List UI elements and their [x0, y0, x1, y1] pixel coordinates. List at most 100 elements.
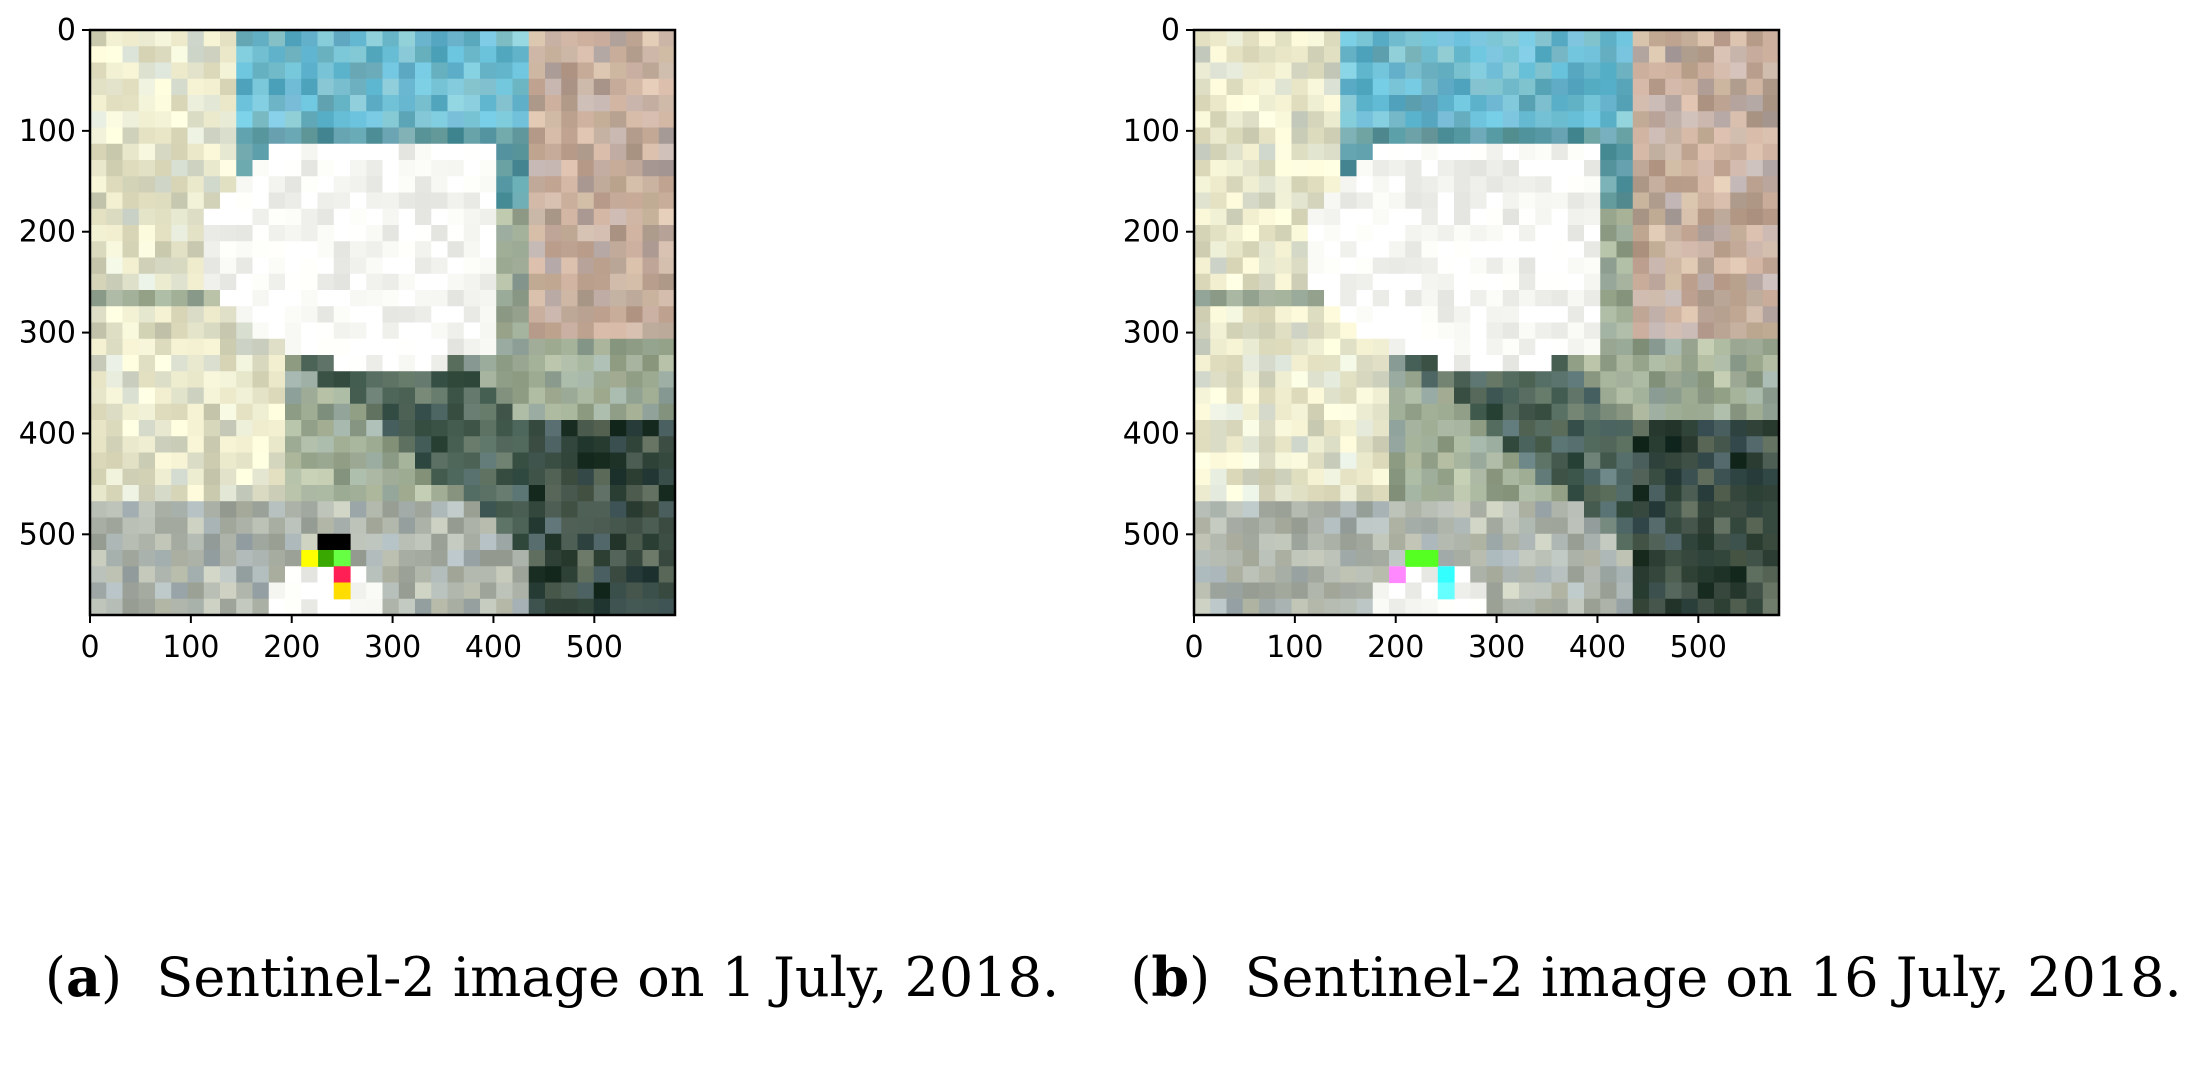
- image-pixel: [1616, 355, 1634, 372]
- image-pixel: [155, 160, 172, 177]
- image-pixel: [1454, 322, 1471, 340]
- image-pixel: [366, 192, 384, 210]
- image-pixel: [561, 127, 579, 145]
- image-pixel: [610, 176, 627, 194]
- image-pixel: [122, 468, 140, 486]
- image-pixel: [155, 550, 172, 567]
- image-pixel: [1486, 582, 1504, 600]
- image-pixel: [1454, 403, 1471, 421]
- image-pixel: [1340, 176, 1358, 194]
- image-pixel: [268, 403, 286, 421]
- image-pixel: [545, 550, 562, 567]
- image-pixel: [1275, 290, 1293, 307]
- image-pixel: [496, 225, 514, 242]
- image-pixel: [138, 192, 156, 210]
- x-tick-label: 500: [1670, 630, 1727, 665]
- image-pixel: [138, 436, 156, 454]
- image-pixel: [203, 46, 221, 64]
- image-pixel: [1746, 468, 1764, 486]
- image-pixel: [496, 501, 514, 519]
- image-pixel: [545, 517, 562, 535]
- image-pixel: [1194, 452, 1211, 470]
- image-pixel: [1291, 420, 1309, 437]
- image-pixel: [1405, 355, 1423, 372]
- image-pixel: [1502, 176, 1520, 194]
- image-pixel: [1681, 322, 1699, 340]
- image-pixel: [1535, 598, 1553, 616]
- image-pixel: [528, 257, 546, 275]
- image-pixel: [220, 436, 237, 454]
- image-pixel: [203, 95, 221, 112]
- image-pixel: [480, 517, 497, 535]
- image-pixel: [220, 111, 237, 129]
- image-pixel: [1226, 306, 1244, 324]
- image-pixel: [1519, 62, 1536, 80]
- image-pixel: [187, 517, 205, 535]
- image-pixel: [317, 452, 335, 470]
- x-axis-b: 0 100 200 300 400 500: [1184, 615, 1727, 665]
- image-pixel: [1746, 225, 1764, 242]
- image-pixel: [1486, 501, 1504, 519]
- image-pixel: [1600, 355, 1618, 372]
- image-pixel: [496, 208, 514, 226]
- image-pixel: [545, 485, 562, 502]
- image-pixel: [106, 501, 124, 519]
- image-pixel: [220, 176, 237, 194]
- image-pixel: [626, 95, 644, 112]
- image-pixel: [398, 160, 416, 177]
- image-pixel: [545, 566, 562, 584]
- image-pixel: [1551, 127, 1569, 145]
- image-pixel: [1730, 420, 1748, 437]
- image-pixel: [1372, 436, 1390, 454]
- image-pixel: [1242, 371, 1260, 389]
- image-pixel: [1275, 355, 1293, 372]
- image-pixel: [366, 111, 384, 129]
- image-pixel: [1616, 111, 1634, 129]
- image-pixel: [1616, 176, 1634, 194]
- image-pixel: [415, 257, 432, 275]
- image-pixel: [1210, 582, 1228, 600]
- image-pixel: [90, 338, 107, 356]
- image-pixel: [1210, 95, 1228, 112]
- image-pixel: [1584, 517, 1601, 535]
- image-pixel: [1535, 208, 1553, 226]
- image-pixel: [415, 403, 432, 421]
- image-pixel: [122, 176, 140, 194]
- image-pixel: [1519, 468, 1536, 486]
- caption-letter-b: b: [1151, 945, 1190, 1009]
- image-pixel: [171, 46, 189, 64]
- image-pixel: [333, 78, 351, 96]
- image-pixel: [1584, 306, 1601, 324]
- image-pixel: [1356, 468, 1374, 486]
- image-pixel: [1340, 468, 1358, 486]
- image-pixel: [512, 371, 530, 389]
- image-pixel: [561, 30, 579, 47]
- satellite-image-a: [90, 30, 676, 616]
- image-pixel: [187, 550, 205, 567]
- image-pixel: [1210, 387, 1228, 405]
- image-pixel: [528, 78, 546, 96]
- image-pixel: [398, 127, 416, 145]
- image-pixel: [252, 517, 270, 535]
- image-pixel: [658, 127, 676, 145]
- image-pixel: [1454, 517, 1471, 535]
- image-pixel: [1307, 598, 1325, 616]
- image-pixel: [1356, 46, 1374, 64]
- image-pixel: [333, 208, 351, 226]
- image-pixel: [382, 355, 400, 372]
- image-pixel: [1389, 371, 1406, 389]
- image-pixel: [1275, 306, 1293, 324]
- image-pixel: [658, 225, 676, 242]
- image-pixel: [1372, 371, 1390, 389]
- image-pixel: [350, 582, 367, 600]
- image-pixel: [252, 127, 270, 145]
- image-pixel: [1746, 241, 1764, 259]
- image-pixel: [1762, 111, 1780, 129]
- image-pixel: [480, 257, 497, 275]
- image-pixel: [1356, 582, 1374, 600]
- image-pixel: [1307, 517, 1325, 535]
- image-pixel: [220, 62, 237, 80]
- image-pixel: [350, 192, 367, 210]
- image-pixel: [577, 127, 595, 145]
- image-pixel: [626, 290, 644, 307]
